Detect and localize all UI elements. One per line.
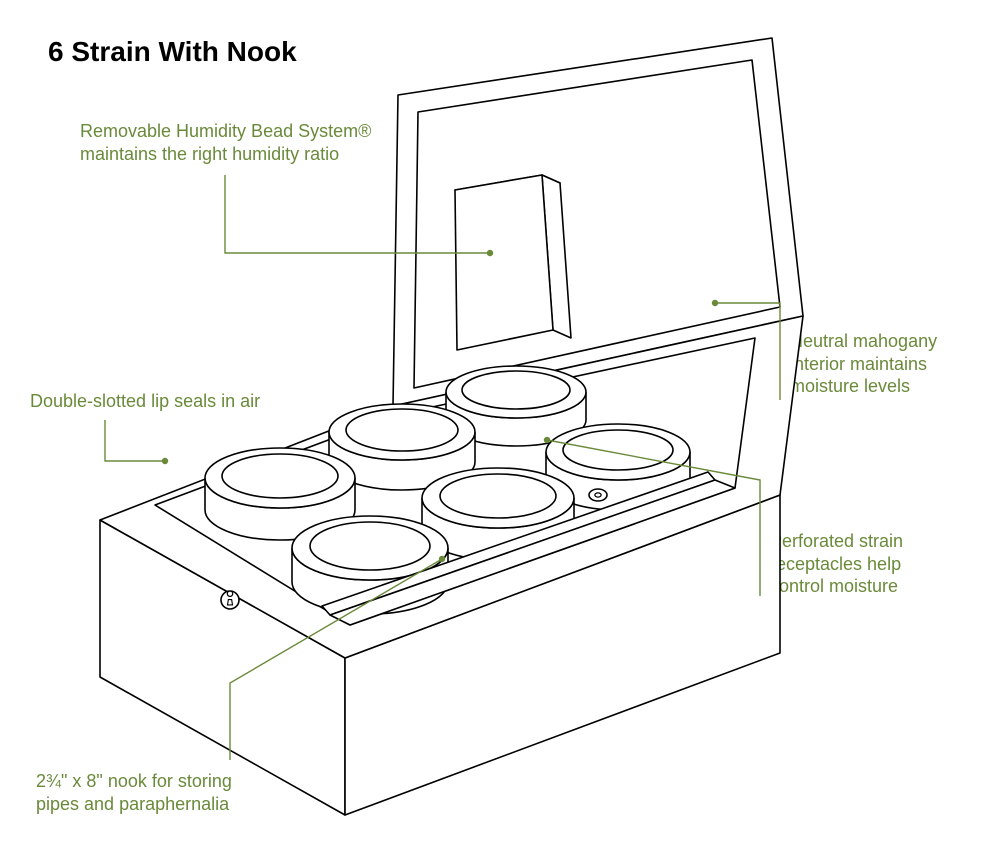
callout-lip: Double-slotted lip seals in air [30,390,330,413]
callout-mahogany: Neutral mahogany interior maintains mois… [790,330,1000,398]
callout-humidity: Removable Humidity Bead System® maintain… [80,120,480,165]
callout-receptacles: Perforated strain receptacles help contr… [770,530,990,598]
callout-nook: 2¾" x 8" nook for storing pipes and para… [36,770,336,815]
diagram-stage: 6 Strain With Nook Removable Humidity Be… [0,0,1000,857]
diagram-title: 6 Strain With Nook [48,36,297,68]
